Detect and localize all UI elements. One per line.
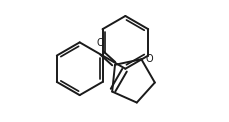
Text: O: O [97,38,104,48]
Text: O: O [145,54,153,64]
